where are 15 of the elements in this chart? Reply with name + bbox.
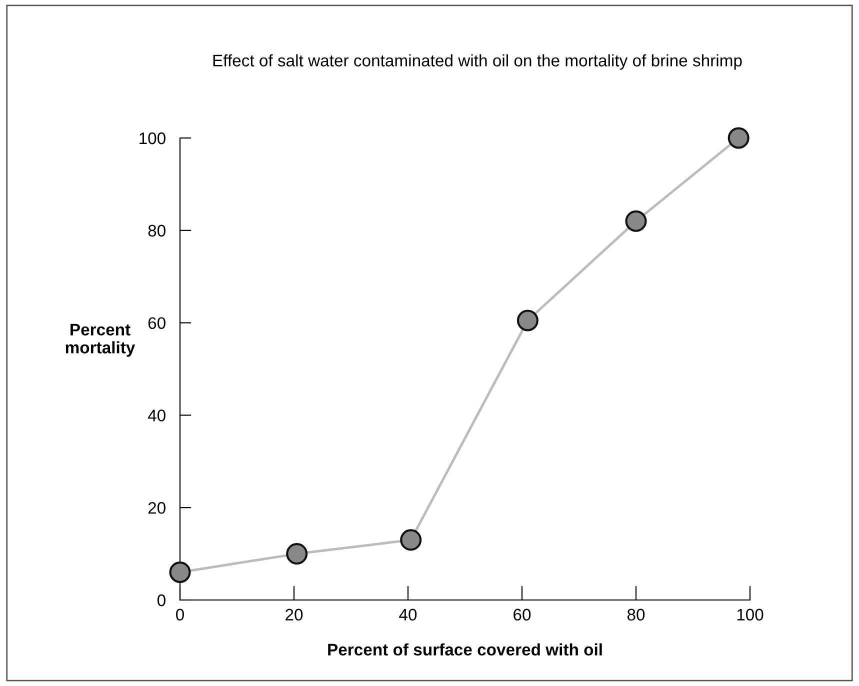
- x-axis-title: Percent of surface covered with oil: [328, 643, 602, 656]
- y-axis-title: Percent mortality: [66, 324, 136, 357]
- y-tick-label: 60: [148, 317, 166, 330]
- y-tick-label: 40: [148, 410, 166, 422]
- y-tick-label: 100: [140, 132, 166, 144]
- chart-title: Effect of salt water contaminated with oil on the mortality of brine shrimp: [213, 54, 742, 70]
- x-tick-label: 80: [627, 608, 645, 621]
- x-tick-label: 60: [514, 608, 531, 621]
- x-tick-label: 0: [176, 608, 184, 621]
- y-tick-label: 0: [157, 594, 166, 606]
- x-tick-label: 100: [737, 608, 764, 621]
- y-tick-label: 20: [148, 502, 166, 514]
- x-tick-label: 20: [286, 608, 303, 621]
- x-tick-label: 40: [399, 608, 417, 621]
- y-tick-label: 80: [148, 224, 166, 237]
